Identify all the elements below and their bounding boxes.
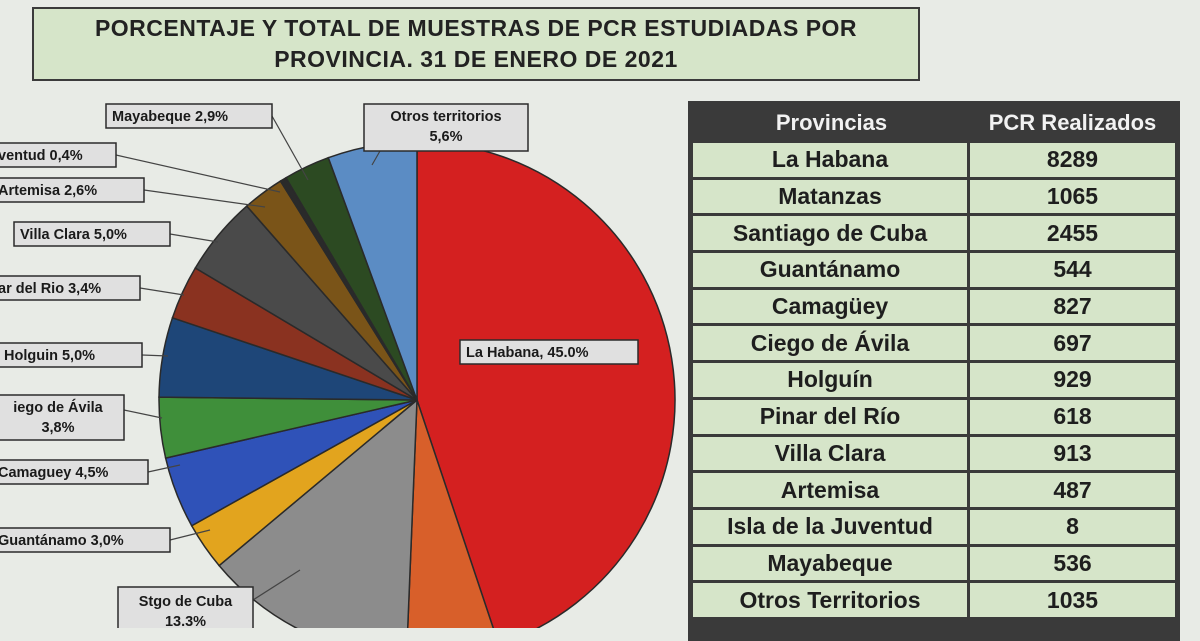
table-cell-province: Otros Territorios xyxy=(693,583,970,617)
table-row: Guantánamo 544 xyxy=(693,253,1175,287)
slice-label: 5,6% xyxy=(429,129,462,145)
slice-label: Holguin 5,0% xyxy=(4,348,95,364)
chart-title-line-1: PORCENTAJE Y TOTAL DE MUESTRAS DE PCR ES… xyxy=(94,15,858,41)
table-cell-province: Matanzas xyxy=(693,179,970,214)
table-cell-province: Mayabeque xyxy=(693,546,970,581)
label-leader-line xyxy=(271,115,309,181)
table-cell-province: La Habana xyxy=(693,143,970,177)
slice-label-box xyxy=(117,586,254,628)
label-leader-line xyxy=(252,569,301,601)
label-leader-line xyxy=(141,354,169,357)
slice-label: 13.3% xyxy=(165,614,206,628)
pcr-table-container: Provincias PCR Realizados La Habana 8289 M… xyxy=(688,101,1180,641)
slice-label: Villa Clara 5,0% xyxy=(20,227,127,243)
table-cell-province: Pinar del Río xyxy=(693,399,970,434)
slice-label-box xyxy=(13,221,171,247)
slice-label-box xyxy=(363,103,529,152)
slice-label: 3,8% xyxy=(41,420,74,436)
table-cell-province: Isla de la Juventud xyxy=(693,509,970,544)
table-row: Artemisa 487 xyxy=(693,473,1175,507)
table-row: Otros Territorios 1035 xyxy=(693,583,1175,617)
table-row: Matanzas 1065 xyxy=(693,179,1175,214)
slice-label-box xyxy=(0,342,143,368)
table-cell-pcr-count: 487 xyxy=(970,473,1175,507)
slice-label-box xyxy=(0,177,145,203)
pie-slice xyxy=(218,398,418,628)
column-header-pcr: PCR Realizados xyxy=(970,105,1175,140)
slice-label: Camaguey 4,5% xyxy=(0,465,109,481)
slice-label-box xyxy=(0,394,125,441)
slice-label: La Habana, 45.0% xyxy=(466,345,589,361)
table-cell-pcr-count: 929 xyxy=(970,363,1175,397)
table-row: Pinar del Río 618 xyxy=(693,399,1175,434)
table-row: Villa Clara 913 xyxy=(693,436,1175,471)
slice-label-box xyxy=(459,339,639,365)
table-body: La Habana 8289 Matanzas 1065 Santiago de Cub… xyxy=(693,143,1175,617)
table-cell-pcr-count: 8 xyxy=(970,509,1175,544)
table-row: Holguín 929 xyxy=(693,363,1175,397)
table-row: Ciego de Ávila 697 xyxy=(693,326,1175,361)
slice-label: Stgo de Cuba xyxy=(139,594,233,610)
table-cell-province: Guantánamo xyxy=(693,253,970,287)
table-cell-pcr-count: 536 xyxy=(970,546,1175,581)
pcr-table: Provincias PCR Realizados La Habana 8289 M… xyxy=(693,102,1175,620)
pie-chart: La Habana, 45.0% Stgo de Cuba 13.3% Guantán… xyxy=(0,103,676,628)
slice-label: iego de Ávila xyxy=(13,399,103,416)
slice-label: ventud 0,4% xyxy=(0,148,83,164)
label-leader-line xyxy=(139,287,185,296)
table-header-row: Provincias PCR Realizados xyxy=(693,105,1175,140)
slice-label-box xyxy=(0,527,171,553)
pie-slice xyxy=(416,141,676,628)
slice-label: ar del Rio 3,4% xyxy=(0,281,101,297)
label-leader-line xyxy=(169,529,211,541)
table-cell-province: Camagüey xyxy=(693,289,970,324)
table-cell-province: Artemisa xyxy=(693,473,970,507)
label-leader-line xyxy=(371,150,381,166)
table-cell-province: Ciego de Ávila xyxy=(693,326,970,361)
table-row: Isla de la Juventud 8 xyxy=(693,509,1175,544)
table-cell-pcr-count: 1035 xyxy=(970,583,1175,617)
chart-title-line-2: PROVINCIA. 31 DE ENERO DE 2021 xyxy=(274,46,678,72)
slice-label: Artemisa 2,6% xyxy=(0,183,97,199)
table-cell-pcr-count: 8289 xyxy=(970,143,1175,177)
table-cell-province: Santiago de Cuba xyxy=(693,216,970,251)
table-cell-pcr-count: 2455 xyxy=(970,216,1175,251)
label-leader-line xyxy=(169,233,219,243)
table-row: Mayabeque 536 xyxy=(693,546,1175,581)
slice-label-box xyxy=(0,275,141,301)
table-row: La Habana 8289 xyxy=(693,143,1175,177)
label-leader-line xyxy=(115,154,281,193)
slice-label: Otros territorios xyxy=(390,109,501,125)
pie-slice xyxy=(406,399,495,628)
slice-label: Mayabeque 2,9% xyxy=(112,109,228,125)
table-cell-province: Villa Clara xyxy=(693,436,970,471)
label-leader-line xyxy=(143,189,266,208)
label-leader-line xyxy=(123,409,163,419)
table-row: Santiago de Cuba 2455 xyxy=(693,216,1175,251)
table-cell-province: Holguín xyxy=(693,363,970,397)
table-row: Camagüey 827 xyxy=(693,289,1175,324)
slice-label-box xyxy=(105,103,273,129)
table-cell-pcr-count: 618 xyxy=(970,399,1175,434)
table-cell-pcr-count: 913 xyxy=(970,436,1175,471)
chart-title: PORCENTAJE Y TOTAL DE MUESTRAS DE PCR ES… xyxy=(32,7,920,81)
table-cell-pcr-count: 1065 xyxy=(970,179,1175,214)
table-cell-pcr-count: 544 xyxy=(970,253,1175,287)
column-header-provincias: Provincias xyxy=(693,105,970,140)
slice-label-box xyxy=(0,142,117,168)
slice-label: Guantánamo 3,0% xyxy=(0,533,124,549)
table-cell-pcr-count: 827 xyxy=(970,289,1175,324)
table-cell-pcr-count: 697 xyxy=(970,326,1175,361)
slice-label-box xyxy=(0,459,149,485)
label-leader-line xyxy=(147,464,181,473)
